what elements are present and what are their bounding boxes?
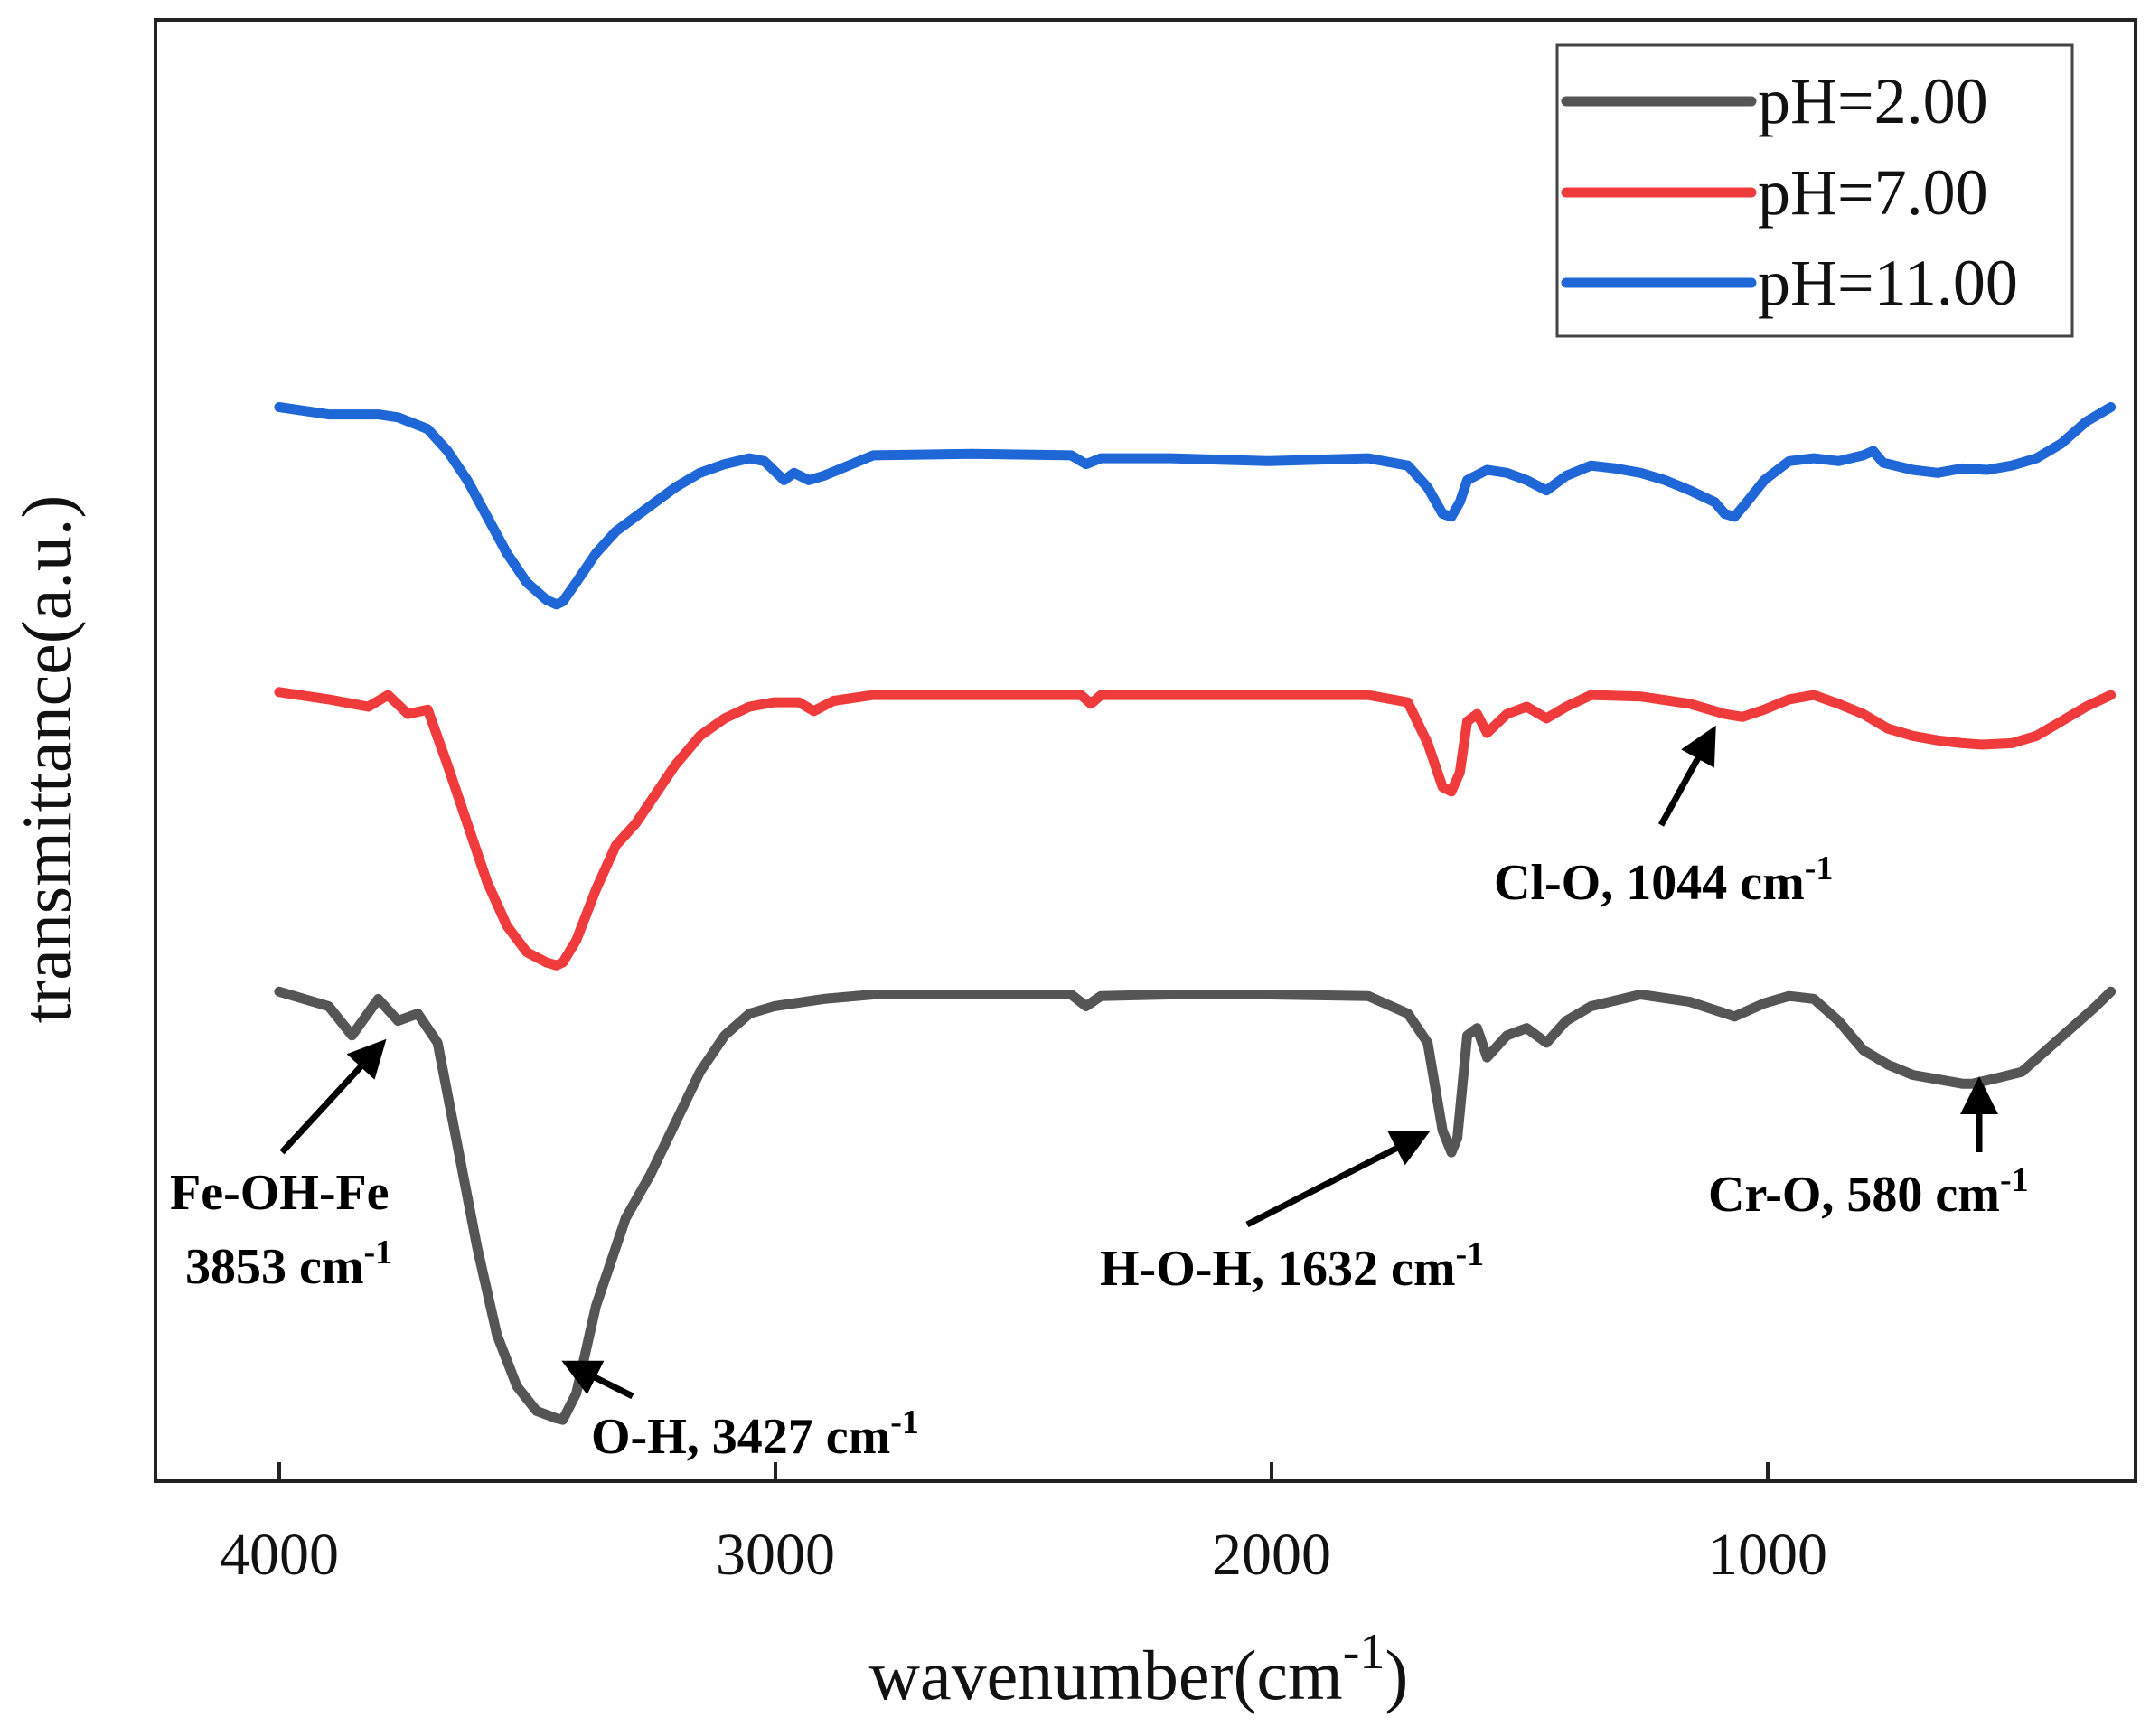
legend-label-ph-7: pH=7.00 — [1758, 156, 1988, 229]
x-axis-label: wavenumber(cm-1) — [869, 1624, 1409, 1714]
x-tick-label: 4000 — [220, 1522, 339, 1588]
annotation-fe-oh-fe-sup: -1 — [364, 1234, 393, 1272]
annotation-arrow-o-h — [561, 1360, 634, 1400]
annotation-o-h-sup: -1 — [890, 1403, 919, 1441]
series-line-ph-2 — [274, 986, 2117, 1425]
annotation-h-o-h-main: H-O-H, 1632 cm — [1100, 1241, 1455, 1297]
x-axis: 4000 3000 2000 1000 — [220, 1462, 1827, 1588]
annotation-arrow-cl-o — [1657, 725, 1716, 827]
annotation-cr-o: Cr-O, 580 cm-1 — [1708, 1161, 2029, 1223]
annotation-cl-o: Cl-O, 1044 cm-1 — [1494, 849, 1833, 911]
x-tick-label: 3000 — [716, 1522, 835, 1588]
series-line-ph-7 — [274, 687, 2117, 971]
annotation-cr-o-main: Cr-O, 580 cm — [1708, 1167, 2000, 1223]
y-axis-label: transmittance(a.u.) — [7, 495, 86, 1024]
legend: pH=2.00 pH=7.00 pH=11.00 — [1555, 43, 2074, 338]
annotation-h-o-h: H-O-H, 1632 cm-1 — [1100, 1235, 1484, 1297]
annotation-o-h: O-H, 3427 cm-1 — [591, 1403, 919, 1465]
x-axis-label-main: wavenumber(cm — [869, 1636, 1343, 1714]
annotations: Fe-OH-Fe 3853 cm-1 O-H, 3427 cm-1 H-O-H,… — [170, 725, 2029, 1465]
x-tick-label: 2000 — [1212, 1522, 1331, 1588]
legend-label-ph-11: pH=11.00 — [1758, 247, 2018, 319]
annotation-arrow-fe-oh-fe — [279, 1038, 387, 1155]
x-axis-label-close: ) — [1385, 1636, 1408, 1714]
series-line-ph-11 — [274, 402, 2117, 610]
annotation-arrow-h-o-h — [1245, 1131, 1431, 1228]
annotation-cl-o-main: Cl-O, 1044 cm — [1494, 855, 1805, 911]
annotation-cl-o-sup: -1 — [1805, 849, 1834, 887]
annotation-cr-o-sup: -1 — [2000, 1161, 2029, 1199]
annotation-h-o-h-sup: -1 — [1455, 1235, 1484, 1273]
plot-frame — [154, 18, 2137, 1483]
annotation-o-h-main: O-H, 3427 cm — [591, 1409, 890, 1465]
annotation-fe-oh-fe-line2: 3853 cm-1 — [185, 1234, 392, 1295]
annotation-fe-oh-fe-main: 3853 cm — [185, 1239, 364, 1295]
annotation-fe-oh-fe-line1: Fe-OH-Fe — [170, 1165, 390, 1221]
x-axis-label-superscript: -1 — [1343, 1624, 1385, 1680]
series-group — [274, 402, 2117, 1425]
legend-label-ph-2: pH=2.00 — [1758, 65, 1988, 137]
x-tick-label: 1000 — [1708, 1522, 1827, 1588]
